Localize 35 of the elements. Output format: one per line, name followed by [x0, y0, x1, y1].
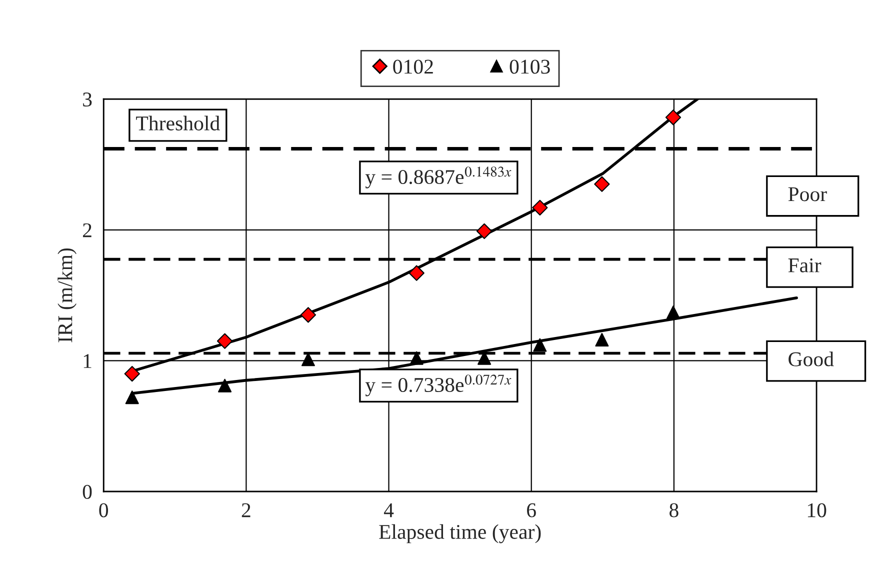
point	[408, 265, 424, 281]
point	[666, 306, 680, 320]
point	[533, 338, 547, 352]
point	[218, 378, 232, 392]
point	[410, 351, 424, 365]
ref-line-label: Good	[788, 352, 834, 366]
x-tick-label: 4	[384, 503, 394, 518]
point	[532, 200, 548, 216]
point	[300, 307, 316, 323]
point	[301, 352, 315, 366]
point	[124, 366, 140, 382]
legend-label: 0103	[510, 60, 550, 74]
point	[476, 223, 492, 240]
y-tick-label: 0	[82, 484, 92, 499]
point	[595, 333, 609, 347]
point	[216, 333, 233, 349]
y-tick-label: 2	[82, 223, 92, 238]
annotation: Poor	[788, 187, 827, 202]
x-tick-label: 8	[670, 503, 678, 518]
x-tick-label: 2	[242, 503, 250, 518]
ref-line-label: Threshold	[136, 116, 220, 130]
point	[125, 390, 139, 404]
y-tick-label: 3	[83, 92, 92, 107]
y-tick-label: 1	[84, 354, 92, 368]
y-axis-title: IRI (m/km)	[58, 248, 77, 342]
legend-label: 0102	[393, 60, 433, 74]
x-tick-label: 0	[99, 503, 108, 518]
point	[594, 176, 610, 192]
x-axis-title: Elapsed time (year)	[379, 524, 541, 544]
point	[665, 110, 682, 126]
annotation: y = 0.8687e$^{0.1483x}$	[365, 166, 512, 188]
x-tick-label: 10	[808, 503, 826, 518]
ref-line-label: Fair	[788, 258, 822, 272]
x-tick-label: 6	[527, 503, 536, 518]
annotation: y = 0.7338e$^{0.0727x}$	[365, 374, 512, 396]
